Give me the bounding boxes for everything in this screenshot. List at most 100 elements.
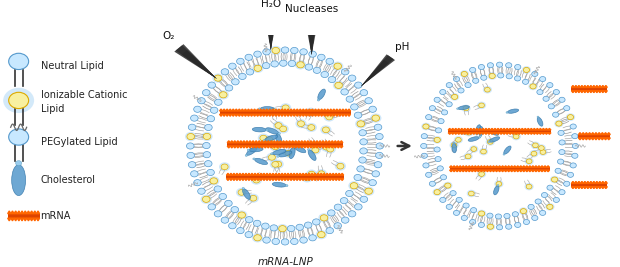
Circle shape xyxy=(532,72,538,77)
Polygon shape xyxy=(307,21,316,55)
Circle shape xyxy=(237,227,244,234)
Circle shape xyxy=(321,143,332,152)
Circle shape xyxy=(485,138,495,146)
Polygon shape xyxy=(466,128,469,130)
Circle shape xyxy=(433,136,442,144)
Polygon shape xyxy=(280,173,283,175)
Polygon shape xyxy=(250,109,253,111)
Polygon shape xyxy=(337,141,340,143)
Polygon shape xyxy=(607,133,610,135)
Circle shape xyxy=(295,119,307,128)
Polygon shape xyxy=(322,146,325,148)
Circle shape xyxy=(547,185,553,190)
Bar xyxy=(578,135,610,138)
Ellipse shape xyxy=(289,147,295,159)
Polygon shape xyxy=(458,133,460,134)
Circle shape xyxy=(270,142,281,151)
Circle shape xyxy=(553,197,559,202)
Circle shape xyxy=(237,58,244,64)
Circle shape xyxy=(469,219,476,225)
Circle shape xyxy=(270,46,281,55)
Circle shape xyxy=(451,143,457,148)
Polygon shape xyxy=(270,141,273,143)
Circle shape xyxy=(322,144,330,150)
Circle shape xyxy=(188,162,196,168)
Polygon shape xyxy=(235,109,238,111)
Polygon shape xyxy=(238,114,241,116)
Bar xyxy=(7,214,40,218)
Polygon shape xyxy=(583,91,587,93)
Circle shape xyxy=(539,77,546,82)
Circle shape xyxy=(316,169,327,178)
Circle shape xyxy=(456,138,461,142)
Polygon shape xyxy=(598,181,601,183)
Circle shape xyxy=(505,63,512,68)
Circle shape xyxy=(515,76,521,81)
Polygon shape xyxy=(320,173,322,175)
Ellipse shape xyxy=(318,89,326,100)
Polygon shape xyxy=(595,91,598,93)
Circle shape xyxy=(306,170,317,179)
Circle shape xyxy=(469,67,476,72)
Circle shape xyxy=(317,231,325,238)
Polygon shape xyxy=(253,109,256,111)
Polygon shape xyxy=(472,128,476,130)
Polygon shape xyxy=(547,166,549,167)
Circle shape xyxy=(341,89,348,95)
Polygon shape xyxy=(332,114,335,116)
Circle shape xyxy=(316,230,327,239)
Polygon shape xyxy=(512,128,515,130)
Polygon shape xyxy=(229,173,232,175)
Circle shape xyxy=(435,156,441,162)
Ellipse shape xyxy=(278,151,292,157)
Polygon shape xyxy=(268,26,274,50)
Polygon shape xyxy=(340,146,343,148)
Polygon shape xyxy=(530,128,533,130)
Polygon shape xyxy=(595,85,598,87)
Polygon shape xyxy=(604,91,608,93)
Bar xyxy=(572,183,608,187)
Polygon shape xyxy=(241,173,244,175)
Circle shape xyxy=(529,150,539,157)
Polygon shape xyxy=(316,141,319,143)
Polygon shape xyxy=(533,133,536,134)
Circle shape xyxy=(355,82,362,88)
Ellipse shape xyxy=(12,165,25,195)
Polygon shape xyxy=(598,133,601,135)
Polygon shape xyxy=(291,146,294,148)
Polygon shape xyxy=(27,211,30,214)
Circle shape xyxy=(570,124,577,129)
Polygon shape xyxy=(24,218,27,221)
Polygon shape xyxy=(326,179,329,180)
Circle shape xyxy=(480,149,486,154)
Polygon shape xyxy=(303,141,306,143)
Circle shape xyxy=(550,176,559,183)
Circle shape xyxy=(287,225,295,231)
Circle shape xyxy=(193,106,202,112)
Polygon shape xyxy=(244,109,247,111)
Circle shape xyxy=(221,69,229,75)
Polygon shape xyxy=(334,146,337,148)
Circle shape xyxy=(215,75,222,81)
Circle shape xyxy=(9,92,29,109)
Circle shape xyxy=(221,217,229,223)
Polygon shape xyxy=(250,179,254,180)
Polygon shape xyxy=(536,128,539,130)
Polygon shape xyxy=(257,173,260,175)
Polygon shape xyxy=(513,170,516,172)
Polygon shape xyxy=(469,128,472,130)
Polygon shape xyxy=(249,146,252,148)
Polygon shape xyxy=(580,85,583,87)
Polygon shape xyxy=(236,141,239,143)
Polygon shape xyxy=(325,146,328,148)
Circle shape xyxy=(185,132,197,141)
Text: Ionizable Cationic
Lipid: Ionizable Cationic Lipid xyxy=(40,91,127,114)
Polygon shape xyxy=(326,173,329,175)
Circle shape xyxy=(291,238,298,245)
Polygon shape xyxy=(253,114,256,116)
Polygon shape xyxy=(574,91,577,93)
Ellipse shape xyxy=(468,137,479,141)
Circle shape xyxy=(308,149,310,151)
Circle shape xyxy=(472,78,479,83)
Polygon shape xyxy=(339,109,342,111)
